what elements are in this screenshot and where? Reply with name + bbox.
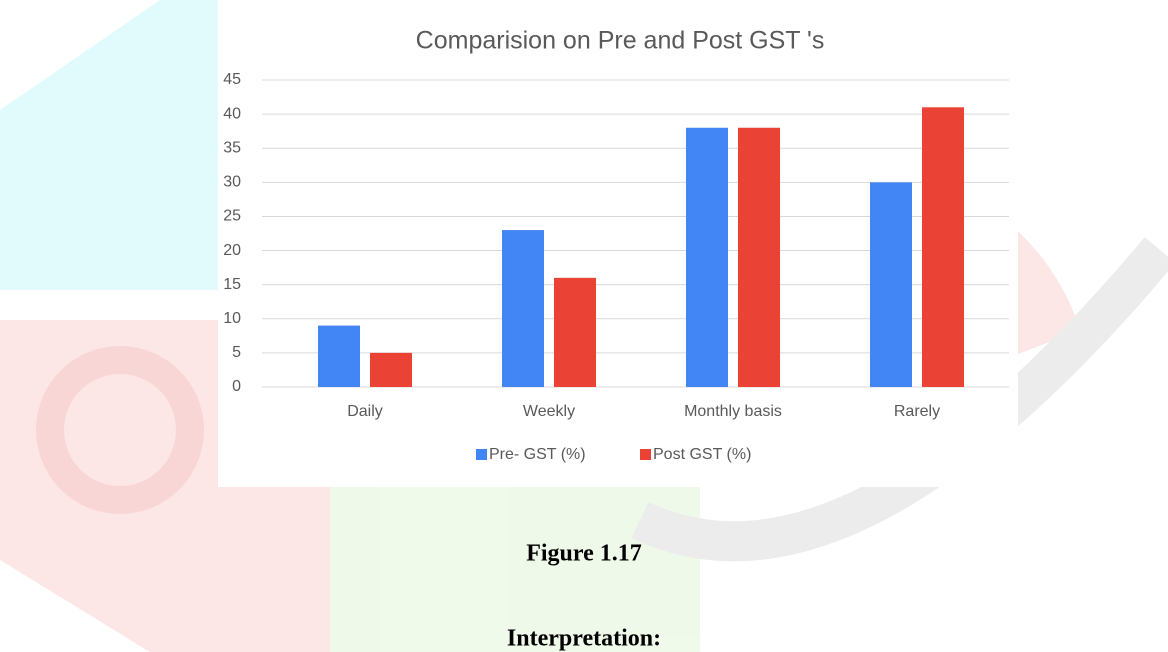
bar (738, 128, 780, 387)
legend-swatch (640, 449, 651, 460)
x-tick-label: Monthly basis (684, 403, 782, 420)
page-canvas: Comparision on Pre and Post GST 's Figur… (0, 0, 1168, 652)
y-tick-label: 30 (223, 174, 241, 191)
y-tick-label: 5 (232, 344, 241, 361)
x-tick-label: Daily (347, 403, 383, 420)
bar (554, 278, 596, 387)
chart-title: Comparision on Pre and Post GST 's (416, 27, 825, 55)
section-heading: Interpretation: (507, 626, 661, 652)
legend-label: Pre- GST (%) (489, 446, 586, 463)
bar (318, 326, 360, 387)
y-tick-label: 45 (223, 71, 241, 88)
x-tick-label: Rarely (894, 403, 940, 420)
y-tick-label: 25 (223, 208, 241, 225)
y-tick-label: 35 (223, 139, 241, 156)
legend-label: Post GST (%) (653, 446, 751, 463)
y-tick-label: 15 (223, 276, 241, 293)
bar (370, 353, 412, 387)
y-tick-label: 40 (223, 105, 241, 122)
y-tick-label: 10 (223, 310, 241, 327)
x-tick-label: Weekly (523, 403, 575, 420)
legend-swatch (476, 449, 487, 460)
bar (502, 230, 544, 387)
y-tick-label: 20 (223, 242, 241, 259)
page: {"chart_data": {"type": "bar", "title": … (0, 0, 1168, 652)
bar (686, 128, 728, 387)
bar (922, 107, 964, 387)
bar (870, 182, 912, 387)
figure-caption: Figure 1.17 (526, 541, 642, 567)
y-tick-label: 0 (232, 378, 241, 395)
